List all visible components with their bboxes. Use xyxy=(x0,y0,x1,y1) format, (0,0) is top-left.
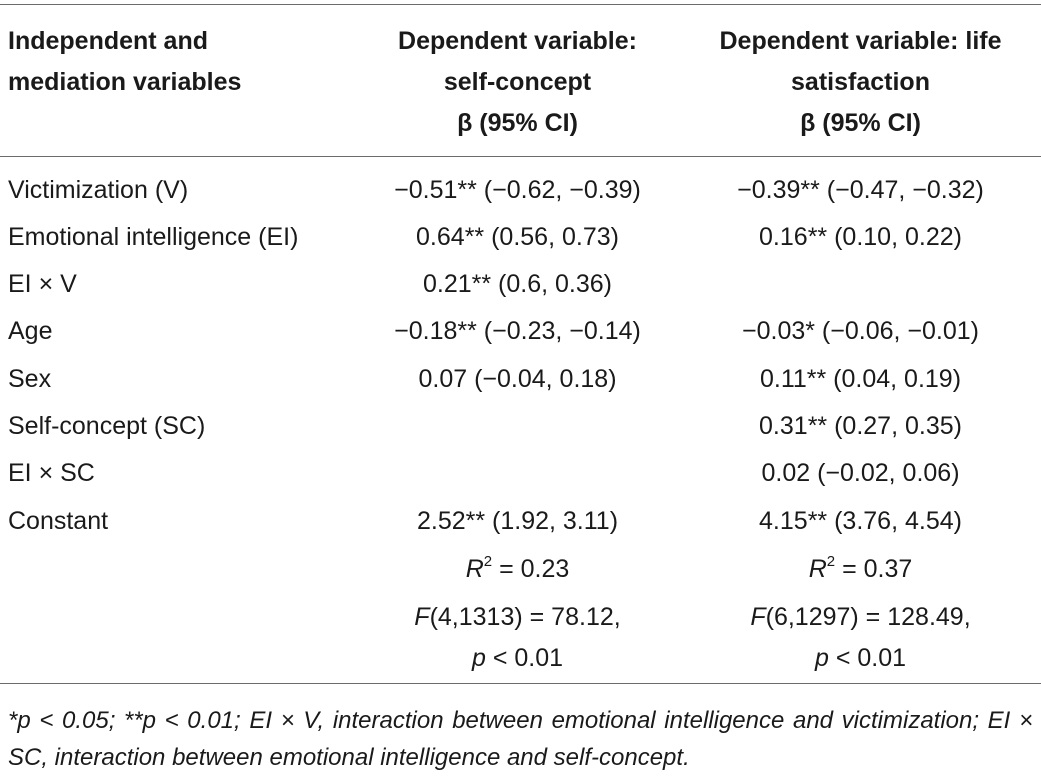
table-row: Sex 0.07 (−0.04, 0.18) 0.11** (0.04, 0.1… xyxy=(0,356,1041,403)
p-line: p < 0.01 xyxy=(355,638,680,679)
header-col2-line3: β (95% CI) xyxy=(457,109,578,137)
variable-cell: Age xyxy=(8,317,53,345)
variable-cell: Victimization (V) xyxy=(8,176,189,204)
life-satisfaction-cell: 4.15** (3.76, 4.54) xyxy=(759,507,962,535)
r-squared-line: R2 = 0.37 xyxy=(688,549,1033,590)
header-col2-line1: Dependent variable: xyxy=(398,27,637,55)
top-rule xyxy=(0,4,1041,5)
life-satisfaction-cell: 0.11** (0.04, 0.19) xyxy=(759,365,962,393)
variable-cell: Emotional intelligence (EI) xyxy=(8,223,299,251)
self-concept-r-squared: R2 = 0.23 xyxy=(355,549,680,590)
self-concept-cell: 0.21** (0.6, 0.36) xyxy=(422,270,612,298)
life-satisfaction-cell: 0.16** (0.10, 0.22) xyxy=(759,223,962,251)
p-symbol: p xyxy=(814,644,829,672)
self-concept-cell: −0.18** (−0.23, −0.14) xyxy=(394,317,641,345)
header-independent-variables: Independent and mediation variables xyxy=(8,21,348,103)
header-col3-line1: Dependent variable: life xyxy=(719,27,1002,55)
table-row: Victimization (V) −0.51** (−0.62, −0.39)… xyxy=(0,167,1041,214)
p-symbol: p xyxy=(471,644,486,672)
life-satisfaction-cell: −0.03* (−0.06, −0.01) xyxy=(742,317,979,345)
table-row: Emotional intelligence (EI) 0.64** (0.56… xyxy=(0,214,1041,261)
life-satisfaction-r-squared: R2 = 0.37 xyxy=(688,549,1033,590)
life-satisfaction-cell: 0.02 (−0.02, 0.06) xyxy=(761,459,960,487)
header-col3-line3: β (95% CI) xyxy=(800,109,921,137)
f-line: F(6,1297) = 128.49, xyxy=(688,597,1033,638)
r-symbol: R xyxy=(465,555,484,583)
f-value: (6,1297) = 128.49, xyxy=(765,603,971,631)
variable-cell: Sex xyxy=(8,365,52,393)
header-col1-line1: Independent and xyxy=(8,27,208,55)
table-row: Constant 2.52** (1.92, 3.11) 4.15** (3.7… xyxy=(0,498,1041,545)
self-concept-cell: 0.64** (0.56, 0.73) xyxy=(416,223,619,251)
variable-cell: Constant xyxy=(8,507,109,535)
p-value: < 0.01 xyxy=(485,644,564,672)
variable-cell: Self-concept (SC) xyxy=(8,412,206,440)
r-superscript: 2 xyxy=(483,552,493,570)
life-satisfaction-cell: 0.31** (0.27, 0.35) xyxy=(759,412,962,440)
self-concept-cell: 0.07 (−0.04, 0.18) xyxy=(418,365,617,393)
bottom-rule xyxy=(0,683,1041,684)
table-row: EI × SC 0.02 (−0.02, 0.06) xyxy=(0,450,1041,497)
variable-cell: EI × SC xyxy=(8,459,95,487)
header-col3-line2: satisfaction xyxy=(791,68,930,96)
r-squared-value: = 0.37 xyxy=(835,555,913,583)
self-concept-cell: 2.52** (1.92, 3.11) xyxy=(416,507,619,535)
f-symbol: F xyxy=(750,603,766,631)
f-line: F(4,1313) = 78.12, xyxy=(355,597,680,638)
header-rule xyxy=(0,156,1041,157)
table-row: Age −0.18** (−0.23, −0.14) −0.03* (−0.06… xyxy=(0,308,1041,355)
header-col2-line2: self-concept xyxy=(443,68,592,96)
table-row: EI × V 0.21** (0.6, 0.36) xyxy=(0,261,1041,308)
life-satisfaction-f-statistic: F(6,1297) = 128.49, p < 0.01 xyxy=(688,597,1033,679)
self-concept-cell: −0.51** (−0.62, −0.39) xyxy=(394,176,641,204)
p-value: < 0.01 xyxy=(828,644,907,672)
header-life-satisfaction: Dependent variable: life satisfaction β … xyxy=(688,21,1033,144)
r-symbol: R xyxy=(808,555,827,583)
life-satisfaction-cell: −0.39** (−0.47, −0.32) xyxy=(737,176,984,204)
f-value: (4,1313) = 78.12, xyxy=(429,603,621,631)
table-row: Self-concept (SC) 0.31** (0.27, 0.35) xyxy=(0,403,1041,450)
r-superscript: 2 xyxy=(826,552,836,570)
header-col1-line2: mediation variables xyxy=(8,68,242,96)
table-footnote: *p < 0.05; **p < 0.01; EI × V, interacti… xyxy=(8,707,1033,771)
r-squared-line: R2 = 0.23 xyxy=(355,549,680,590)
self-concept-f-statistic: F(4,1313) = 78.12, p < 0.01 xyxy=(355,597,680,679)
header-self-concept: Dependent variable: self-concept β (95% … xyxy=(355,21,680,144)
f-symbol: F xyxy=(414,603,430,631)
variable-cell: EI × V xyxy=(8,270,77,298)
r-squared-value: = 0.23 xyxy=(492,555,570,583)
p-line: p < 0.01 xyxy=(688,638,1033,679)
